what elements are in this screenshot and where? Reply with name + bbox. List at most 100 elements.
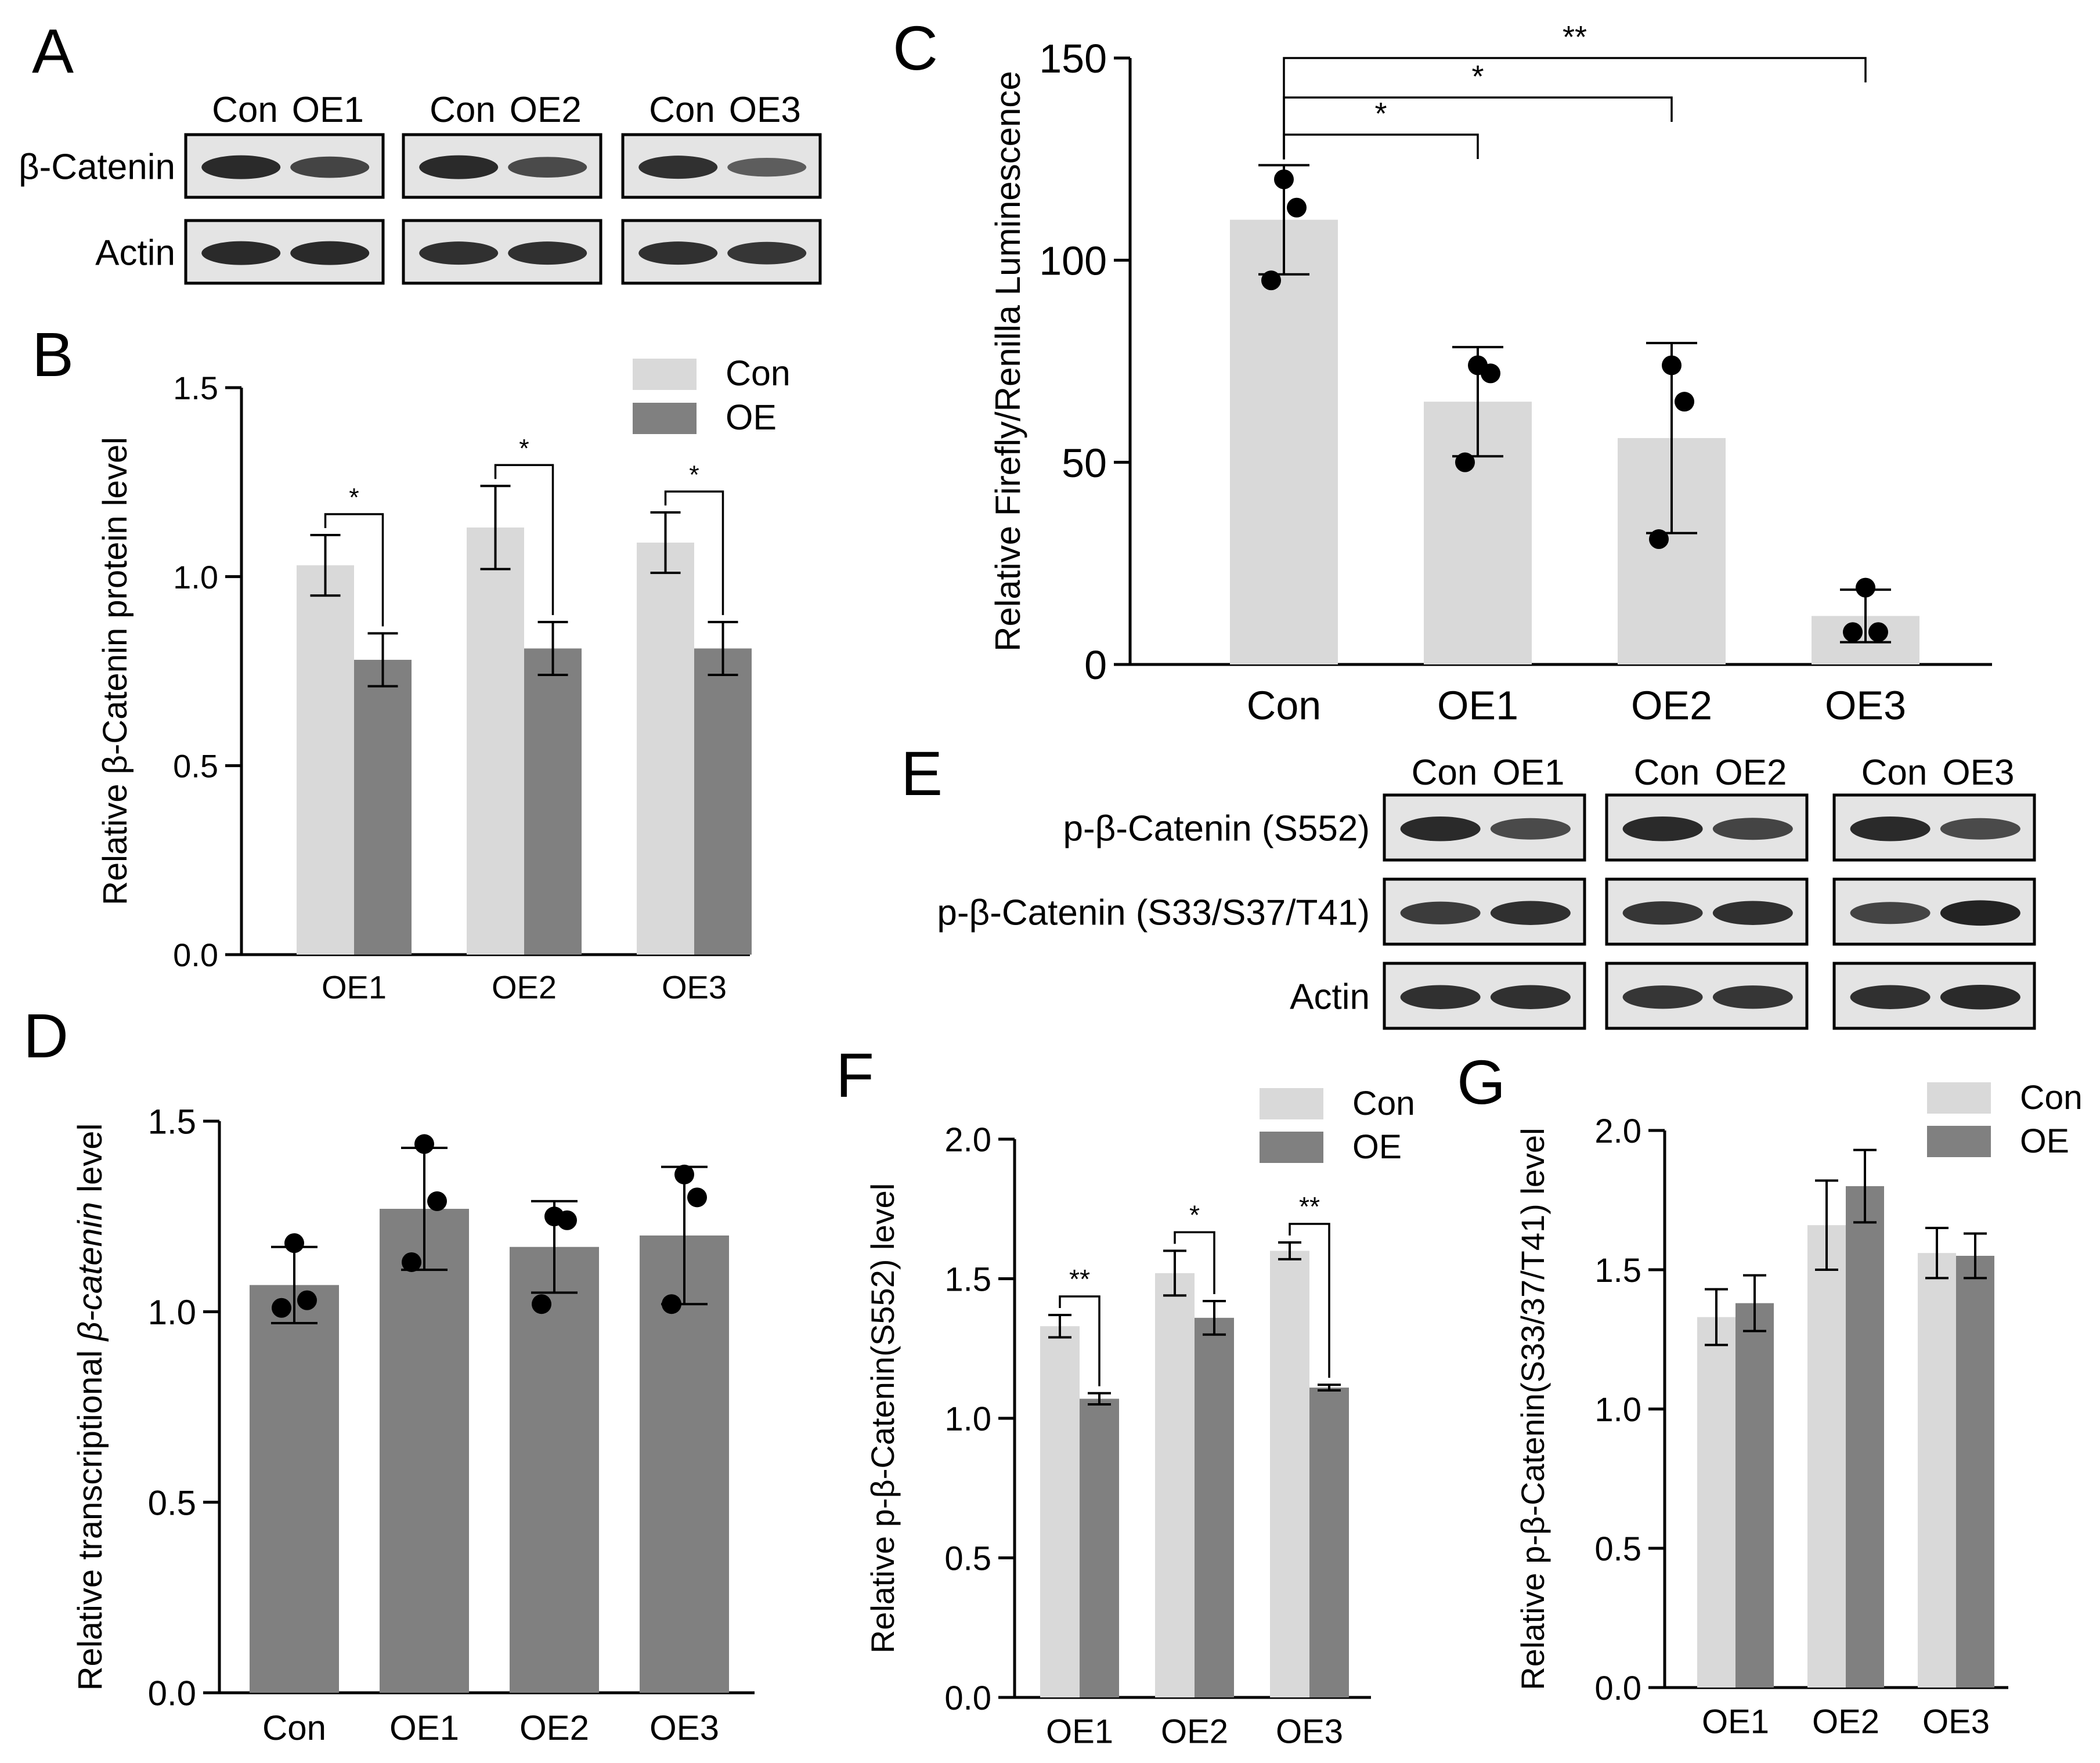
legend-label: OE bbox=[2020, 1122, 2069, 1160]
significance-bracket bbox=[1059, 1295, 1100, 1386]
data-point bbox=[687, 1187, 707, 1208]
bar bbox=[510, 1247, 599, 1693]
bar-con bbox=[1270, 1251, 1309, 1697]
y-tick-label: 50 bbox=[1062, 440, 1107, 486]
y-tick-label: 0.0 bbox=[148, 1674, 196, 1713]
data-point bbox=[1274, 169, 1294, 189]
blot-band bbox=[638, 156, 718, 179]
x-tick-label: OE2 bbox=[1812, 1703, 1879, 1740]
chart-f: 0.0 0.5 1.0 1.5 2.0 Relative p-β-Catenin(S552… bbox=[864, 1085, 1415, 1750]
legend-swatch-oe bbox=[633, 403, 697, 434]
data-point bbox=[532, 1294, 551, 1314]
blot-band bbox=[290, 156, 370, 178]
y-tick-label: 0.5 bbox=[944, 1540, 991, 1577]
data-point bbox=[557, 1210, 577, 1230]
data-point bbox=[1662, 355, 1682, 375]
blot-band bbox=[201, 155, 281, 179]
blot-band bbox=[1400, 985, 1481, 1009]
panel-letter-c: C bbox=[893, 13, 938, 83]
western-blot-e: p-β-Catenin (S552) p-β-Catenin (S33/S37/T… bbox=[937, 753, 2036, 1030]
data-point bbox=[1261, 270, 1281, 291]
x-tick-label: OE2 bbox=[1631, 683, 1712, 728]
x-tick-label: OE1 bbox=[1046, 1713, 1113, 1750]
y-tick-label: 0.0 bbox=[944, 1679, 991, 1717]
x-tick-label: OE2 bbox=[519, 1708, 589, 1747]
blot-row-label: Actin bbox=[1290, 977, 1370, 1017]
y-axis-label-gene: β-catenin bbox=[71, 1202, 109, 1342]
blot-band bbox=[727, 157, 807, 177]
blot-band bbox=[1490, 901, 1571, 925]
y-axis-label-part: level bbox=[71, 1123, 109, 1202]
blot-band bbox=[1940, 818, 2020, 840]
significance-bracket bbox=[1174, 1231, 1215, 1294]
legend-label: OE bbox=[1352, 1128, 1402, 1166]
y-axis-label: Relative p-β-Catenin(S33/37/T41) level bbox=[1514, 1128, 1551, 1690]
significance-label: * bbox=[689, 460, 699, 489]
y-tick-label: 100 bbox=[1039, 239, 1107, 284]
y-tick-label: 0.5 bbox=[173, 747, 218, 784]
blot-band bbox=[1712, 985, 1793, 1009]
bar-oe bbox=[1956, 1256, 1994, 1688]
blot-band bbox=[1490, 818, 1571, 840]
y-axis-label-part: Relative transcriptional bbox=[71, 1341, 109, 1691]
chart-c: 0 50 100 150 Relative Firefly/Renilla Lumine… bbox=[988, 20, 1992, 728]
blot-band bbox=[1400, 901, 1481, 924]
significance-bracket bbox=[494, 464, 554, 615]
blot-band bbox=[419, 155, 499, 179]
data-point bbox=[1868, 622, 1888, 642]
blot-band bbox=[1622, 985, 1703, 1009]
comparison-bracket bbox=[1283, 133, 1479, 160]
x-tick-label: OE3 bbox=[1276, 1713, 1343, 1750]
bar-oe bbox=[1309, 1388, 1349, 1697]
data-point bbox=[1843, 622, 1863, 642]
y-tick-label: 1.5 bbox=[173, 370, 218, 406]
data-point bbox=[402, 1252, 421, 1272]
blot-band bbox=[1490, 985, 1571, 1009]
significance-label: * bbox=[1189, 1200, 1200, 1230]
y-tick-label: 2.0 bbox=[944, 1121, 991, 1159]
blot-band bbox=[1712, 818, 1793, 840]
significance-bracket bbox=[324, 513, 384, 627]
blot-band bbox=[1400, 816, 1481, 841]
x-tick-label: Con bbox=[1247, 683, 1321, 728]
blot-band bbox=[1712, 901, 1793, 925]
comparison-label: * bbox=[1471, 59, 1484, 94]
bar-con bbox=[1697, 1317, 1735, 1688]
legend-label: OE bbox=[726, 398, 777, 437]
bar bbox=[250, 1285, 339, 1693]
data-point bbox=[674, 1164, 694, 1184]
bar-oe bbox=[1195, 1317, 1234, 1697]
y-tick-label: 0.0 bbox=[173, 937, 218, 973]
y-axis-label: Relative Firefly/Renilla Luminescence bbox=[988, 71, 1027, 651]
x-tick-label: OE3 bbox=[662, 969, 727, 1006]
y-tick-label: 1.0 bbox=[173, 559, 218, 595]
bar-oe bbox=[354, 659, 412, 955]
blot-band bbox=[508, 241, 587, 265]
data-point bbox=[297, 1290, 317, 1310]
blot-lane-label: Con bbox=[649, 90, 715, 130]
blot-lane-label: Con bbox=[430, 90, 496, 130]
panel-letter-b: B bbox=[32, 319, 74, 389]
legend-swatch-con bbox=[633, 359, 697, 390]
significance-label: * bbox=[519, 433, 529, 463]
chart-g: 0.0 0.5 1.0 1.5 2.0 Relative p-β-Catenin(S33/… bbox=[1514, 1079, 2083, 1740]
data-point bbox=[1649, 529, 1669, 550]
x-tick-label: OE3 bbox=[1922, 1703, 1990, 1740]
data-point bbox=[284, 1233, 304, 1253]
y-tick-label: 1.5 bbox=[944, 1260, 991, 1298]
y-tick-label: 1.0 bbox=[148, 1293, 196, 1332]
significance-label: ** bbox=[1299, 1191, 1320, 1222]
bar-oe bbox=[1080, 1399, 1119, 1697]
panel-letter-f: F bbox=[836, 1040, 874, 1110]
significance-label: ** bbox=[1069, 1264, 1090, 1294]
comparison-label: ** bbox=[1563, 20, 1587, 55]
comparison-label: * bbox=[1374, 96, 1387, 131]
x-tick-label: OE1 bbox=[322, 969, 387, 1006]
blot-band bbox=[1622, 901, 1703, 925]
bar-oe bbox=[1846, 1186, 1884, 1688]
x-tick-label: OE3 bbox=[650, 1708, 719, 1747]
x-tick-label: OE3 bbox=[1825, 683, 1906, 728]
blot-band bbox=[1850, 902, 1931, 924]
data-point bbox=[1675, 392, 1694, 412]
